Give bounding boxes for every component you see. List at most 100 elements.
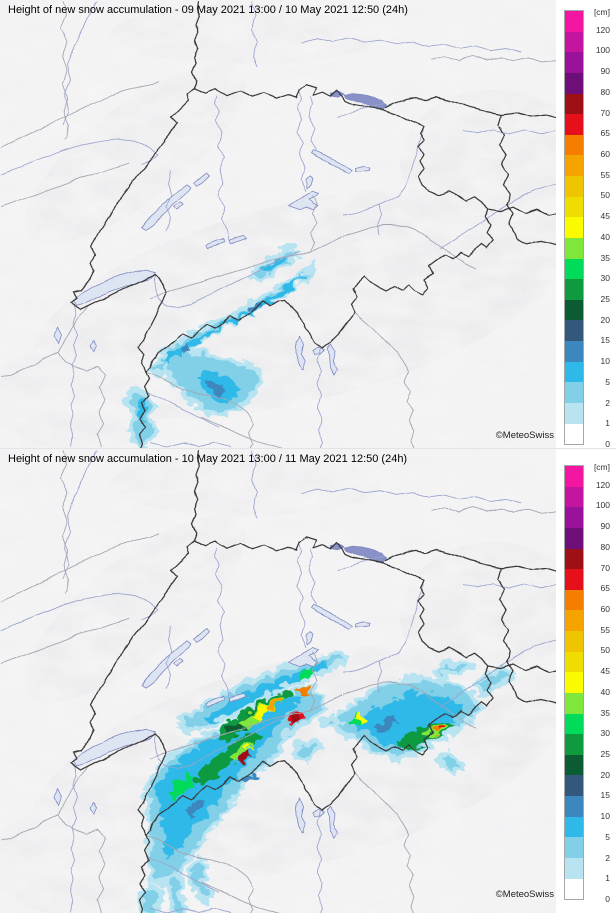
legend-color-cell-70 — [565, 93, 583, 115]
legend-tick-label-0: 0 — [605, 894, 610, 904]
legend-color-cell-65 — [565, 114, 583, 135]
legend-tick-label-45: 45 — [600, 211, 610, 222]
legend-tick-label-90: 90 — [600, 521, 610, 532]
legend-color-cell-15 — [565, 320, 583, 341]
color-scale-legend: [cm] 120 100 90 80 70 65 60 55 50 45 40 35 30 25 20 15 10… — [556, 449, 616, 913]
legend-tick-label-65: 65 — [600, 583, 610, 594]
legend-color-cell-100 — [565, 486, 583, 508]
legend-tick-label-80: 80 — [600, 86, 610, 97]
map-title: Height of new snow accumulation - 09 May… — [8, 4, 408, 16]
attribution: ©MeteoSwiss — [495, 430, 554, 441]
legend-tick-label-55: 55 — [600, 169, 610, 180]
legend-tick-label-10: 10 — [600, 811, 610, 822]
legend-tick-label-35: 35 — [600, 252, 610, 263]
legend-tick-label-70: 70 — [600, 107, 610, 118]
legend-color-cell-55 — [565, 610, 583, 631]
legend-color-cell-60 — [565, 589, 583, 611]
legend-color-cell-30 — [565, 258, 583, 280]
legend-tick-label-35: 35 — [600, 707, 610, 718]
legend-tick-label-1: 1 — [605, 418, 610, 429]
relief-shading — [0, 0, 556, 448]
legend-color-cell-2 — [565, 837, 583, 858]
legend-color-cell-120 — [565, 11, 583, 32]
legend-color-cell-45 — [565, 196, 583, 218]
legend-color-cell-55 — [565, 155, 583, 176]
legend-color-cell-100 — [565, 31, 583, 53]
legend-tick-label-120: 120 — [595, 24, 610, 35]
legend-tick-label-80: 80 — [600, 541, 610, 552]
legend-color-cell-80 — [565, 527, 583, 549]
legend-color-cell-35 — [565, 237, 583, 259]
legend-color-cell-1 — [565, 857, 583, 879]
legend-tick-label-2: 2 — [605, 397, 610, 408]
legend-tick-label-30: 30 — [600, 273, 610, 284]
legend-tick-label-2: 2 — [605, 852, 610, 863]
legend-color-cell-90 — [565, 52, 583, 73]
legend-tick-label-20: 20 — [600, 769, 610, 780]
legend-tick-label-10: 10 — [600, 356, 610, 367]
legend-color-cell-35 — [565, 692, 583, 714]
legend-tick-label-120: 120 — [595, 479, 610, 490]
legend-color-bar — [564, 465, 584, 900]
legend-tick-label-20: 20 — [600, 314, 610, 325]
snow-map-09-10-may — [0, 0, 556, 448]
legend-color-cell-2 — [565, 382, 583, 403]
snow-map-10-11-may — [0, 449, 556, 913]
legend-color-cell-120 — [565, 466, 583, 487]
legend-color-cell-80 — [565, 72, 583, 94]
legend-tick-label-1: 1 — [605, 873, 610, 884]
legend-color-cell-30 — [565, 713, 583, 735]
legend-tick-label-45: 45 — [600, 666, 610, 677]
legend-color-cell-1 — [565, 402, 583, 424]
legend-tick-label-100: 100 — [595, 45, 610, 56]
legend-color-cell-5 — [565, 816, 583, 838]
legend-color-cell-60 — [565, 134, 583, 156]
legend-tick-label-5: 5 — [605, 376, 610, 387]
legend-color-cell-40 — [565, 672, 583, 693]
legend-tick-label-100: 100 — [595, 500, 610, 511]
snow-layer — [133, 648, 513, 913]
panel-09-10-may: Height of new snow accumulation - 09 May… — [0, 0, 616, 448]
legend-color-cell-65 — [565, 569, 583, 590]
legend-unit-label: [cm] — [593, 462, 610, 472]
panel-10-11-may: Height of new snow accumulation - 10 May… — [0, 448, 616, 913]
legend-tick-label-55: 55 — [600, 624, 610, 635]
legend-color-cell-20 — [565, 299, 583, 321]
legend-color-cell-0 — [565, 423, 583, 445]
attribution: ©MeteoSwiss — [495, 889, 554, 900]
legend-tick-label-15: 15 — [600, 335, 610, 346]
legend-tick-label-70: 70 — [600, 562, 610, 573]
legend-color-cell-50 — [565, 176, 583, 197]
color-scale-legend: [cm] 120 100 90 80 70 65 60 55 50 45 40 35 30 25 20 15 10… — [556, 0, 616, 448]
legend-color-cell-25 — [565, 734, 583, 755]
legend-tick-label-65: 65 — [600, 128, 610, 139]
legend-unit-label: [cm] — [593, 7, 610, 17]
legend-tick-label-60: 60 — [600, 149, 610, 159]
legend-tick-label-5: 5 — [605, 831, 610, 842]
legend-tick-label-30: 30 — [600, 728, 610, 739]
legend-color-bar — [564, 10, 584, 445]
legend-color-cell-0 — [565, 878, 583, 900]
legend-tick-label-60: 60 — [600, 604, 610, 614]
legend-color-cell-40 — [565, 217, 583, 238]
legend-color-cell-20 — [565, 754, 583, 776]
legend-color-cell-45 — [565, 651, 583, 673]
legend-color-cell-70 — [565, 548, 583, 570]
legend-color-cell-10 — [565, 341, 583, 362]
legend-tick-label-0: 0 — [605, 439, 610, 448]
legend-tick-label-25: 25 — [600, 294, 610, 304]
legend-color-cell-10 — [565, 796, 583, 817]
legend-tick-label-50: 50 — [600, 645, 610, 656]
legend-color-cell-25 — [565, 279, 583, 300]
legend-color-cell-15 — [565, 775, 583, 796]
legend-tick-label-90: 90 — [600, 66, 610, 77]
legend-tick-label-50: 50 — [600, 190, 610, 201]
legend-color-cell-90 — [565, 507, 583, 528]
legend-tick-label-25: 25 — [600, 749, 610, 759]
legend-tick-label-40: 40 — [600, 686, 610, 697]
map-title: Height of new snow accumulation - 10 May… — [8, 453, 408, 465]
legend-tick-label-40: 40 — [600, 231, 610, 242]
legend-color-cell-50 — [565, 631, 583, 652]
legend-color-cell-5 — [565, 361, 583, 383]
